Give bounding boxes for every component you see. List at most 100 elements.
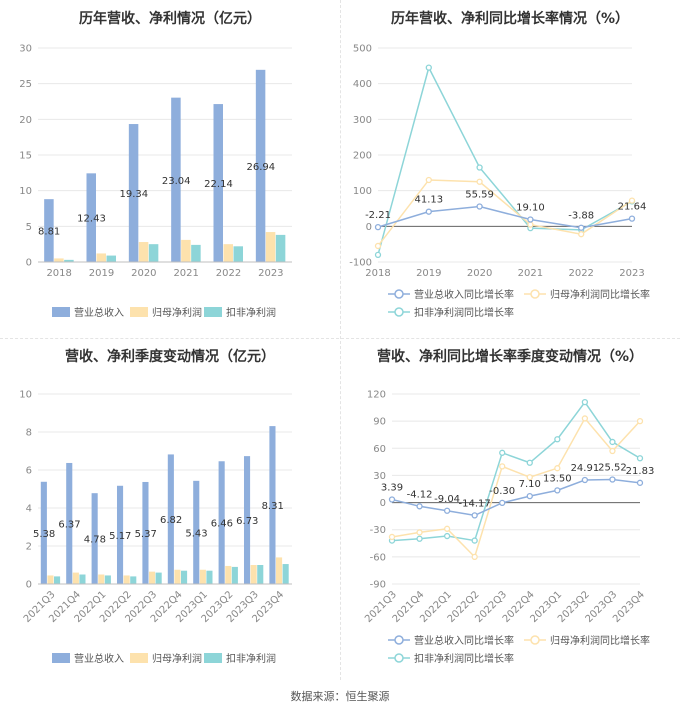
data-point	[636, 455, 644, 462]
bar	[269, 426, 276, 584]
bar	[72, 572, 79, 584]
y-tick-label: 15	[19, 151, 32, 162]
data-point	[609, 438, 616, 446]
bar	[44, 199, 54, 262]
data-point	[416, 503, 423, 510]
data-label: 12.43	[77, 214, 106, 225]
y-tick-label: -60	[370, 552, 386, 563]
data-point	[578, 224, 585, 231]
y-tick-label: 0	[366, 222, 372, 233]
y-tick-label: -100	[349, 258, 372, 269]
annual-revenue-svg: 0 5 10 15 20 25 30 8.81 12.43 19.34 23.04 22.14 26.9…	[19, 44, 292, 319]
data-point	[636, 417, 644, 425]
legend-label: 归母净利润	[152, 306, 202, 319]
horizontal-divider	[0, 338, 680, 339]
x-tick-label: 2018	[365, 268, 390, 279]
x-tick-label: 2022	[568, 268, 593, 279]
bar	[213, 104, 223, 263]
bar	[98, 574, 105, 584]
data-point	[581, 398, 589, 406]
legend-label: 营业总收入	[74, 652, 124, 665]
legend-swatch	[130, 307, 148, 317]
y-tick-label: 0	[26, 580, 32, 591]
y-tick-label: -30	[370, 525, 386, 536]
y-tick-label: 20	[19, 115, 32, 126]
bar	[282, 564, 289, 584]
legend-label: 扣非净利润同比增长率	[414, 652, 514, 665]
annual-revenue-chart: 历年营收、净利情况（亿元） 0 5 10 15 20 25 30 8.81 12.43 19.34…	[0, 0, 340, 338]
bar	[148, 571, 156, 584]
y-tick-label: 90	[373, 417, 386, 428]
y-tick-label: 0	[26, 258, 32, 269]
y-tick-label: 300	[353, 115, 372, 126]
data-point	[416, 529, 423, 536]
y-tick-label: 4	[26, 504, 32, 515]
data-point	[425, 64, 432, 71]
quarterly-revenue-svg: 0 2 4 6 8 10 5.386.37 4.78 5.17 5.376.825.43 6.46 6…	[19, 390, 292, 665]
bar	[171, 97, 181, 262]
x-tick-label: 2023	[258, 268, 283, 279]
bar	[223, 244, 233, 262]
x-tick-label: 2020	[467, 268, 492, 279]
y-tick-label: 8	[26, 428, 32, 439]
legend-swatch	[204, 307, 222, 317]
series-line	[377, 205, 633, 229]
bar	[86, 173, 96, 262]
data-label: 13.50	[543, 473, 572, 484]
series-line	[391, 478, 641, 517]
y-tick-label: 6	[26, 466, 32, 477]
data-label: -14.17	[459, 498, 491, 509]
legend-marker	[394, 307, 404, 317]
data-point	[388, 533, 396, 541]
bar	[233, 246, 243, 262]
data-point	[425, 208, 432, 215]
data-label: -3.88	[568, 211, 594, 222]
legend-swatch	[52, 307, 70, 317]
series-line	[391, 400, 641, 542]
data-point	[581, 415, 589, 422]
data-point	[581, 476, 589, 484]
bar	[250, 565, 257, 584]
chart-title: 营收、净利同比增长率季度变动情况（%）	[376, 349, 644, 365]
legend-label: 归母净利润同比增长率	[550, 634, 650, 647]
y-tick-label: 120	[367, 390, 386, 401]
legend-label: 营业总收入同比增长率	[414, 288, 514, 301]
x-tick-label: 2021	[518, 268, 543, 279]
y-tick-label: 2	[26, 542, 32, 553]
data-point	[526, 474, 533, 481]
quarterly-revenue-chart: 营收、净利季度变动情况（亿元） 0 2 4 6 8 10 5.38 6.37 4.78 5.17 5…	[0, 338, 340, 680]
data-label: 5.17	[109, 531, 131, 542]
data-point	[636, 479, 644, 486]
data-label: -9.04	[434, 494, 460, 505]
data-point	[388, 496, 396, 503]
bar	[40, 481, 47, 584]
legend-label: 扣非净利润	[226, 306, 276, 319]
y-tick-label: 60	[373, 444, 386, 455]
bar	[265, 232, 276, 262]
legend-label: 营业总收入	[74, 306, 124, 319]
data-point	[374, 251, 382, 259]
chart-title: 历年营收、净利同比增长率情况（%）	[390, 11, 630, 27]
quarterly-growth-svg: -90 -60 -30 0 30 60 90 120 3.39 -4.12 -9.04-14.17-…	[363, 390, 655, 666]
bar	[148, 244, 159, 262]
legend-swatch	[130, 653, 148, 663]
bar	[128, 124, 139, 262]
data-label: -2.21	[365, 210, 391, 221]
data-label: 24.91	[571, 463, 600, 474]
data-label: 21.83	[626, 466, 655, 477]
bar	[275, 557, 283, 584]
data-label: 5.43	[185, 528, 207, 539]
data-point	[471, 512, 478, 519]
series-line	[377, 65, 633, 256]
bar	[181, 239, 191, 262]
bar	[47, 575, 54, 584]
y-tick-label: 25	[19, 79, 32, 90]
legend-label: 归母净利润	[152, 652, 202, 665]
data-point	[476, 203, 483, 210]
x-tick-label: 2018	[46, 268, 71, 279]
data-label: 6.82	[160, 515, 182, 526]
data-point	[554, 465, 561, 472]
y-tick-label: 5	[26, 222, 32, 233]
data-label: -0.30	[489, 486, 515, 497]
data-label: 6.46	[211, 519, 233, 530]
